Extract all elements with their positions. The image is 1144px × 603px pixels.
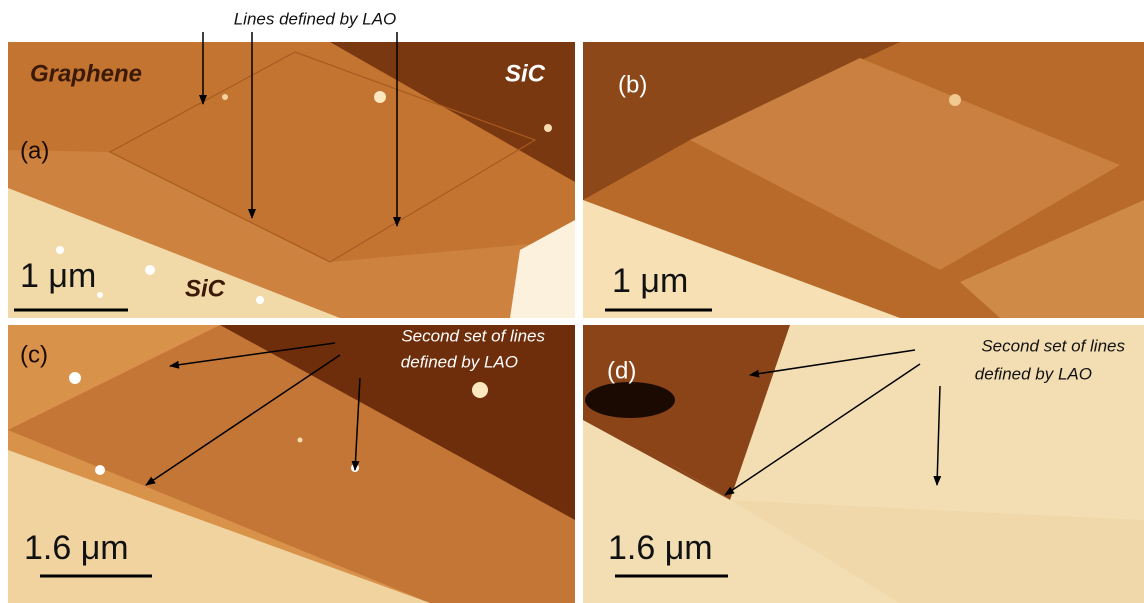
scale-bar-label: 1.6 μm — [24, 529, 129, 567]
annotation: Second set of lines — [981, 336, 1125, 355]
annotation: defined by LAO — [975, 364, 1092, 383]
annotation: Lines defined by LAO — [234, 9, 397, 28]
panel-label: (a) — [20, 137, 49, 164]
annotation: defined by LAO — [401, 352, 518, 371]
region-label: Graphene — [30, 60, 142, 87]
panel-label: (c) — [20, 341, 48, 368]
scale-bar-label: 1.6 μm — [608, 529, 713, 567]
annotation: Second set of lines — [401, 326, 545, 345]
figure: Lines defined by LAO Graphene SiC SiC (a… — [0, 0, 1144, 603]
region-label: SiC — [185, 275, 226, 302]
region-label: SiC — [505, 60, 546, 87]
scale-bar-label: 1 μm — [20, 257, 96, 295]
panel-label: (b) — [618, 71, 647, 98]
panel-label: (d) — [607, 357, 636, 384]
scale-bar-label: 1 μm — [612, 262, 688, 300]
